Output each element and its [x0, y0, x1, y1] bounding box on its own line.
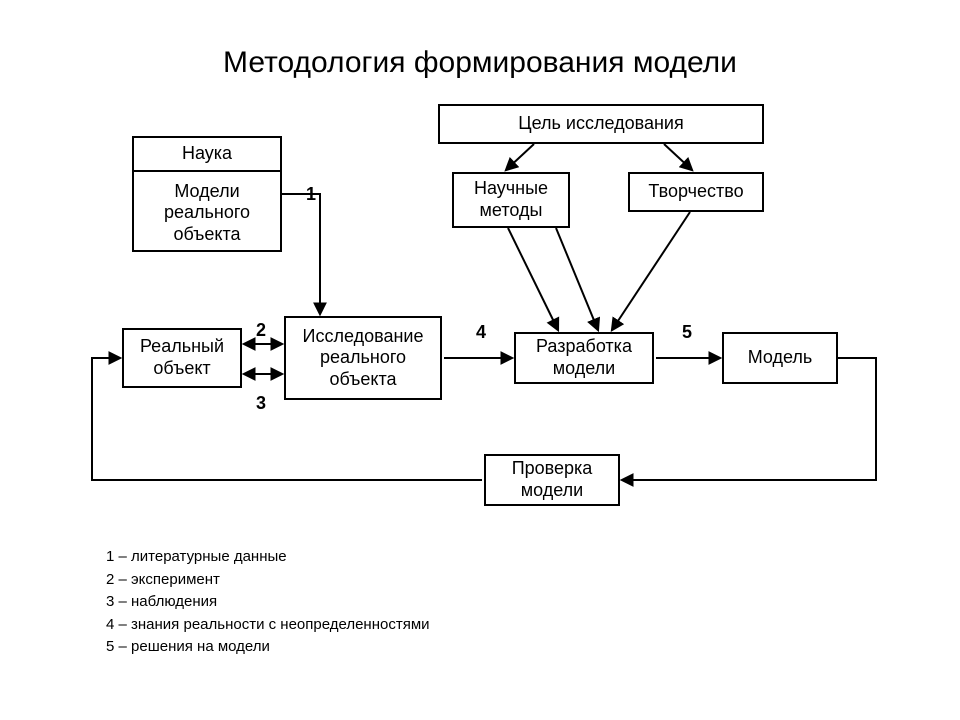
node-check: Проверка модели	[484, 454, 620, 506]
node-investigation: Исследование реального объекта	[284, 316, 442, 400]
diagram-stage: Методология формирования модели Наука Мо…	[0, 0, 960, 720]
edge-label-1: 1	[306, 184, 316, 205]
node-science: Наука Модели реального объекта	[132, 136, 282, 252]
edge-label-3: 3	[256, 393, 266, 414]
edge-e_creativity_dev	[612, 212, 690, 330]
edge-label-2: 2	[256, 320, 266, 341]
node-scientific-methods: Научные методы	[452, 172, 570, 228]
node-development: Разработка модели	[514, 332, 654, 384]
node-goal: Цель исследования	[438, 104, 764, 144]
legend: 1 – литературные данные 2 – эксперимент …	[106, 546, 430, 659]
legend-line-1: 1 – литературные данные	[106, 546, 430, 569]
edge-e_goal_methods	[506, 144, 534, 170]
node-real-object: Реальный объект	[122, 328, 242, 388]
node-creativity: Творчество	[628, 172, 764, 212]
legend-line-4: 4 – знания реальности с неопределенностя…	[106, 614, 430, 637]
edge-e_methods_dev	[508, 228, 558, 330]
edge-label-5: 5	[682, 322, 692, 343]
edge-e_methods_dev2	[556, 228, 598, 330]
edge-e_science_down	[282, 194, 320, 314]
node-science-header: Наука	[134, 138, 280, 172]
legend-line-2: 2 – эксперимент	[106, 569, 430, 592]
page-title: Методология формирования модели	[0, 46, 960, 80]
edge-e_goal_creativity	[664, 144, 692, 170]
legend-line-5: 5 – решения на модели	[106, 636, 430, 659]
node-model: Модель	[722, 332, 838, 384]
legend-line-3: 3 – наблюдения	[106, 591, 430, 614]
node-science-body: Модели реального объекта	[134, 172, 280, 254]
edge-label-4: 4	[476, 322, 486, 343]
